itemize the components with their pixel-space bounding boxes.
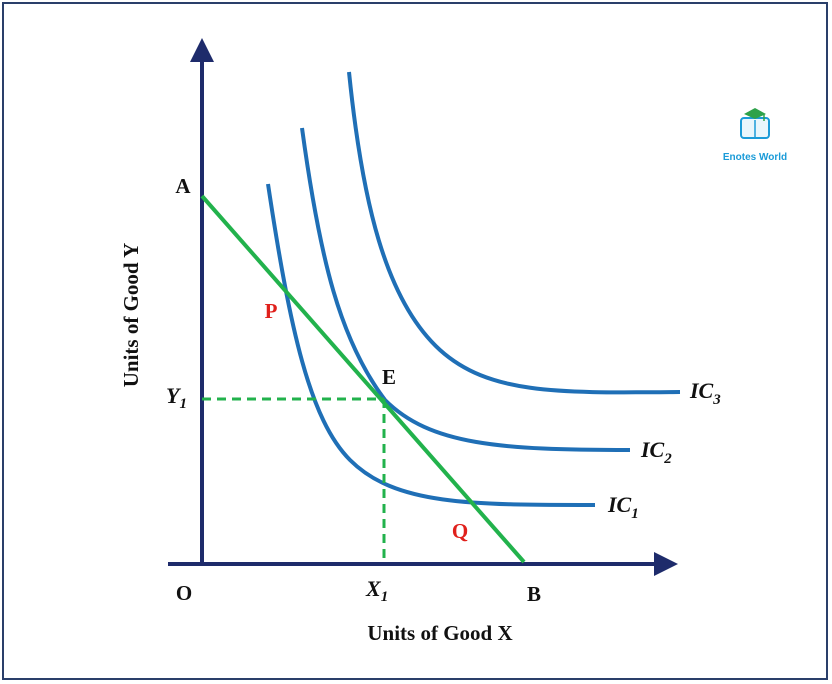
x1-tick-label: X1 — [365, 576, 388, 605]
y-axis-label: Units of Good Y — [119, 243, 143, 388]
book-graduation-cap-icon — [740, 108, 770, 139]
enotes-world-logo: Enotes World — [723, 108, 787, 163]
point-q-label: Q — [452, 519, 468, 543]
svg-text:IC3: IC3 — [689, 378, 721, 408]
point-e-label: E — [382, 365, 396, 389]
svg-text:IC1: IC1 — [607, 492, 639, 522]
indifference-curve-1 — [266, 183, 596, 507]
logo-text: Enotes World — [723, 152, 787, 163]
point-a-label: A — [175, 174, 191, 198]
ic3-label: IC3 — [689, 378, 721, 408]
origin-label: O — [176, 581, 192, 605]
point-b-label: B — [527, 582, 541, 606]
point-p-label: P — [265, 299, 278, 323]
svg-text:Y1: Y1 — [166, 383, 187, 412]
x-axis-label: Units of Good X — [367, 621, 512, 645]
ic1-label: IC1 — [607, 492, 639, 522]
indifference-curve-3 — [347, 71, 681, 395]
ic2-label: IC2 — [640, 437, 672, 467]
svg-text:IC2: IC2 — [640, 437, 672, 467]
svg-text:X1: X1 — [365, 576, 388, 605]
budget-line — [200, 194, 526, 564]
y1-tick-label: Y1 — [166, 383, 187, 412]
indifference-curve-2 — [300, 127, 631, 452]
